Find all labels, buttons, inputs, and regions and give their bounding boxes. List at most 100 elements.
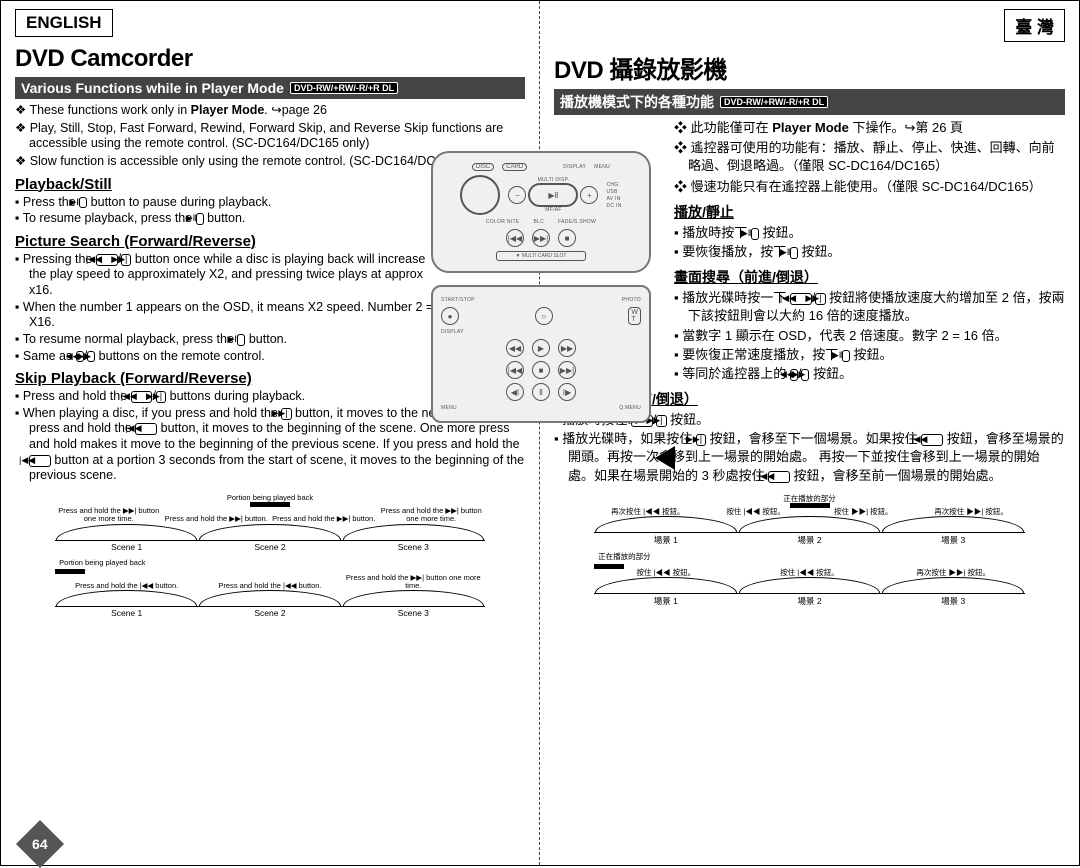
list-item: 遙控器可使用的功能有：播放、靜止、停止、快進、回轉、向前略過、倒退略過。（僅限 … bbox=[674, 139, 1065, 175]
chg-label: CHG. bbox=[606, 182, 621, 188]
skipback-icon: |◀◀ bbox=[506, 361, 524, 379]
mf-af-label: MF/AF bbox=[508, 207, 598, 213]
title-cn: DVD 攝錄放影機 bbox=[554, 50, 1065, 85]
slowback-icon: ◀Ⅰ bbox=[506, 383, 524, 401]
stop-icon: ■ bbox=[558, 229, 576, 247]
diagram-label: Press and hold the |◀◀ button. bbox=[55, 582, 198, 590]
zoom-t: T bbox=[631, 316, 638, 323]
diagram-label: Scene 3 bbox=[342, 607, 485, 619]
diagram-label: Press and hold the ▶▶| button. bbox=[163, 515, 271, 523]
menu-label2: MENU bbox=[441, 405, 457, 411]
list-item: 等同於遙控器上的 ◀◀/▶▶ 按鈕。 bbox=[674, 365, 1065, 383]
colornite-label: COLOR NITE bbox=[486, 219, 520, 225]
device-top-panel: DISC CARD DISPLAY MENU MULTI DISP. − ▶Ⅱ … bbox=[431, 151, 651, 273]
diagram-label: Press and hold the ▶▶| button one more t… bbox=[55, 507, 163, 524]
language-tag-cn: 臺 灣 bbox=[1004, 9, 1065, 42]
next-icon: ▶▶| bbox=[532, 229, 550, 247]
portion-label-cn2: 正在播放的部分 bbox=[598, 552, 651, 561]
format-badge-cn: DVD-RW/+RW/-R/+R DL bbox=[720, 96, 828, 108]
stop-icon2: ■ bbox=[532, 361, 550, 379]
avin-label: AV IN bbox=[606, 196, 621, 202]
section-bar-en: Various Functions while in Player Mode D… bbox=[15, 77, 525, 99]
skipfwd-icon: ▶▶| bbox=[558, 361, 576, 379]
pause-icon: Ⅱ bbox=[532, 383, 550, 401]
display-label2: DISPLAY bbox=[441, 329, 464, 335]
diagram-label: 再次按住 ▶▶| 按鈕。 bbox=[917, 508, 1025, 516]
card-label: CARD bbox=[502, 163, 527, 171]
ff-icon: ▶▶ bbox=[558, 339, 576, 357]
zoom-w: W bbox=[631, 309, 638, 316]
diagram-label: Press and hold the ▶▶| button one more t… bbox=[342, 574, 485, 591]
list-playback-cn: 播放時按下 ▶Ⅱ 按鈕。要恢復播放，按下 ▶Ⅱ 按鈕。 bbox=[674, 224, 1065, 261]
diagram-label: 按住 |◀◀ 按鈕。 bbox=[702, 508, 810, 516]
list-item: When the number 1 appears on the OSD, it… bbox=[15, 300, 435, 331]
list-item: 播放光碟時，如果按住 ▶▶| 按鈕，會移至下一個場景。如果按住 |◀◀ 按鈕，會… bbox=[554, 430, 1065, 485]
diagram-label: Scene 2 bbox=[198, 607, 341, 619]
list-item: 播放時按下 ▶Ⅱ 按鈕。 bbox=[674, 224, 1065, 242]
device-illustration: DISC CARD DISPLAY MENU MULTI DISP. − ▶Ⅱ … bbox=[431, 151, 651, 435]
scene-diagram-en: Portion being played back Press and hold… bbox=[15, 494, 525, 620]
diagram-label: 按住 |◀◀ 按鈕。 bbox=[738, 569, 882, 577]
menu-label: MENU bbox=[594, 164, 610, 170]
scene-diagram-cn: 正在播放的部分 再次按住 |◀◀ 按鈕。按住 |◀◀ 按鈕。按住 ▶▶| 按鈕。… bbox=[554, 495, 1065, 608]
list-item: 播放光碟時按一下 |◀◀/▶▶| 按鈕將使播放速度大約增加至 2 倍，按兩下該按… bbox=[674, 289, 1065, 325]
portion-label-cn: 正在播放的部分 bbox=[594, 495, 1025, 503]
diagram-label: Scene 1 bbox=[55, 541, 198, 553]
dcin-label: DC IN bbox=[606, 203, 621, 209]
display-label: DISPLAY bbox=[563, 164, 586, 170]
card-slot-label: ▼ MULTI CARD SLOT bbox=[496, 251, 586, 261]
list-item: These functions work only in Player Mode… bbox=[15, 103, 525, 119]
list-item: 當數字 1 顯示在 OSD，代表 2 倍速度。數字 2 = 16 倍。 bbox=[674, 327, 1065, 345]
intro-list-cn: 此功能僅可在 Player Mode 下操作。↪第 26 頁遙控器可使用的功能有… bbox=[674, 119, 1065, 196]
section-bar-cn: 播放機模式下的各種功能 DVD-RW/+RW/-R/+R DL bbox=[554, 89, 1065, 115]
portion-label-en: Portion being played back bbox=[55, 494, 485, 502]
list-item: 要恢復播放，按下 ▶Ⅱ 按鈕。 bbox=[674, 243, 1065, 261]
diagram-label: Scene 2 bbox=[198, 541, 341, 553]
list-item: 此功能僅可在 Player Mode 下操作。↪第 26 頁 bbox=[674, 119, 1065, 137]
list-item: To resume normal playback, press the ▶Ⅱ … bbox=[15, 332, 435, 348]
pointer-arrow-icon bbox=[655, 446, 675, 470]
rew-icon: ◀◀ bbox=[506, 339, 524, 357]
list-item: 要恢復正常速度播放，按下 ▶Ⅱ 按鈕。 bbox=[674, 346, 1065, 364]
qmenu-label: Q.MENU bbox=[619, 405, 641, 411]
diagram-label: Press and hold the ▶▶| button one more t… bbox=[378, 507, 486, 524]
diagram-label: 場景 3 bbox=[881, 533, 1025, 547]
prev-icon: |◀◀ bbox=[506, 229, 524, 247]
language-tag-en: ENGLISH bbox=[15, 9, 113, 37]
photo-btn-icon: ○ bbox=[535, 307, 553, 325]
diagram-label: Press and hold the |◀◀ button. bbox=[198, 582, 341, 590]
format-badge-en: DVD-RW/+RW/-R/+R DL bbox=[290, 82, 398, 94]
bar-text-cn: 播放機模式下的各種功能 bbox=[560, 92, 714, 112]
diagram-label: Scene 3 bbox=[342, 541, 485, 553]
portion-label-en2: Portion being played back bbox=[59, 558, 145, 567]
diagram-label: 再次按住 ▶▶| 按鈕。 bbox=[881, 569, 1025, 577]
usb-label: USB bbox=[606, 189, 621, 195]
list-item: Play, Still, Stop, Fast Forward, Rewind,… bbox=[15, 121, 525, 152]
fade-label: FADE/S.SHOW bbox=[558, 219, 596, 225]
list-item: Pressing the |◀◀/▶▶| button once while a… bbox=[15, 252, 435, 299]
list-item: 慢速功能只有在遙控器上能使用。（僅限 SC-DC164/DC165） bbox=[674, 178, 1065, 196]
diagram-label: 場景 2 bbox=[738, 533, 882, 547]
list-picture-search: Pressing the |◀◀/▶▶| button once while a… bbox=[15, 252, 435, 364]
page-number: 64 bbox=[16, 820, 64, 868]
diagram-label: 按住 |◀◀ 按鈕。 bbox=[594, 569, 738, 577]
rec-icon: ● bbox=[441, 307, 459, 325]
title-en: DVD Camcorder bbox=[15, 45, 525, 73]
diagram-label: Press and hold the ▶▶| button. bbox=[270, 515, 378, 523]
diagram-label: 場景 1 bbox=[594, 533, 738, 547]
sub-search-cn: 畫面搜尋（前進/倒退） bbox=[674, 267, 1065, 287]
blc-label: BLC bbox=[533, 219, 544, 225]
startstop-label: START/STOP bbox=[441, 297, 475, 303]
bar-text-en: Various Functions while in Player Mode bbox=[21, 80, 284, 96]
diagram-label: 場景 2 bbox=[738, 594, 882, 608]
sub-playback-cn: 播放/靜止 bbox=[674, 202, 1065, 222]
photo-label: PHOTO bbox=[622, 297, 641, 303]
diagram-label: 場景 3 bbox=[881, 594, 1025, 608]
diagram-label: 場景 1 bbox=[594, 594, 738, 608]
slowfwd-icon: Ⅰ▶ bbox=[558, 383, 576, 401]
diagram-label: 按住 ▶▶| 按鈕。 bbox=[810, 508, 918, 516]
list-search-cn: 播放光碟時按一下 |◀◀/▶▶| 按鈕將使播放速度大約增加至 2 倍，按兩下該按… bbox=[674, 289, 1065, 383]
play-icon: ▶ bbox=[532, 339, 550, 357]
diagram-label: 再次按住 |◀◀ 按鈕。 bbox=[594, 508, 702, 516]
diagram-label: Scene 1 bbox=[55, 607, 198, 619]
